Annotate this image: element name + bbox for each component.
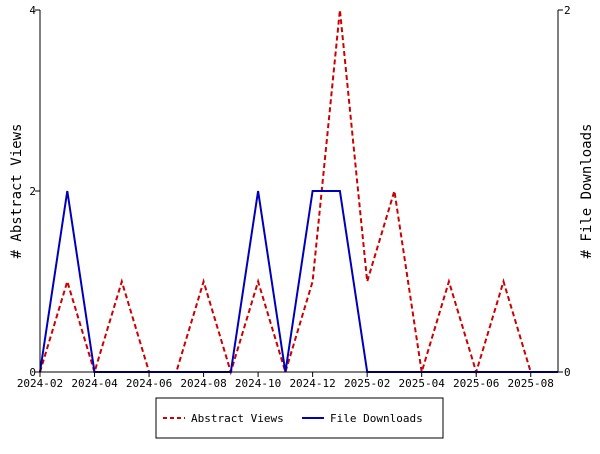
y-tick-label-left: 4	[29, 4, 36, 17]
legend-label-abstract-views: Abstract Views	[191, 412, 284, 425]
legend-box	[155, 397, 444, 439]
x-tick-label: 2024-06	[126, 377, 172, 390]
legend-label-file-downloads: File Downloads	[330, 412, 423, 425]
y-tick-label-right: 0	[564, 366, 571, 379]
x-tick-label: 2025-02	[344, 377, 390, 390]
y-axis-title-right: # File Downloads	[579, 124, 595, 259]
x-tick-label: 2025-08	[508, 377, 554, 390]
y-tick-label-left: 0	[29, 366, 36, 379]
series-line-abstract-views	[39, 9, 558, 376]
y-tick-label-left: 2	[29, 185, 36, 198]
x-tick-label: 2024-12	[289, 377, 335, 390]
x-tick-label: 2025-04	[399, 377, 446, 390]
plot-area	[39, 9, 558, 376]
series-line-file-downloads	[39, 190, 558, 373]
legend: Abstract Views File Downloads	[155, 397, 444, 439]
x-tick-label: 2024-08	[180, 377, 226, 390]
y-tick-label-right: 2	[564, 4, 571, 17]
x-tick-label: 2024-02	[17, 377, 63, 390]
x-tick-label: 2024-04	[71, 377, 118, 390]
axes: 2024-02 2024-04 2024-06 2024-08 2024-10 2024-…	[17, 4, 571, 390]
x-tick-label: 2025-06	[453, 377, 499, 390]
y-axis-title-left: # Abstract Views	[9, 124, 25, 259]
x-tick-label: 2024-10	[235, 377, 281, 390]
